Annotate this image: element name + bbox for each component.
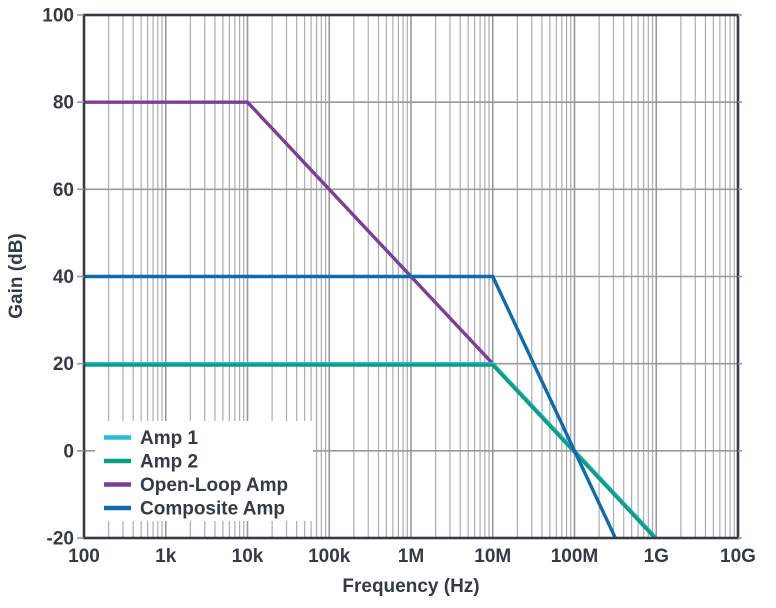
y-tick-label-20: 20 — [53, 354, 74, 375]
y-tick-label-60: 60 — [53, 180, 74, 201]
x-tick-label-10k: 10k — [232, 546, 264, 567]
legend-label-composite-amp: Composite Amp — [140, 499, 285, 520]
x-tick-label-100k: 100k — [308, 546, 351, 567]
y-tick-label-100: 100 — [42, 6, 74, 27]
y-axis-title: Gain (dB) — [6, 233, 27, 319]
tick-labels: 100 1k 10k 100k 1M 10M 100M 1G 10G -20 0 20 40 60 80 10… — [42, 6, 756, 568]
series-lines — [84, 100, 658, 538]
x-tick-label-100: 100 — [68, 546, 100, 567]
x-tick-label-10m: 10M — [474, 546, 511, 567]
series-line-composite-amp — [84, 274, 617, 538]
legend-label-open-loop-amp: Open-Loop Amp — [140, 475, 288, 496]
y-tick-label-40: 40 — [53, 267, 74, 288]
x-tick-label-100m: 100M — [551, 546, 599, 567]
x-tick-label-10g: 10G — [720, 546, 756, 567]
y-tick-label-20: -20 — [47, 529, 74, 550]
y-tick-label-80: 80 — [53, 93, 74, 114]
legend-label-amp-2: Amp 2 — [140, 452, 198, 473]
legend-label-amp-1: Amp 1 — [140, 428, 199, 449]
x-tick-label-1g: 1G — [644, 546, 669, 567]
axis-ticks — [77, 14, 742, 539]
legend-background — [95, 421, 313, 521]
x-axis-title: Frequency (Hz) — [342, 576, 479, 597]
series-line-amp-2 — [84, 363, 658, 538]
x-tick-label-1m: 1M — [398, 546, 424, 567]
y-tick-label-0: 0 — [63, 441, 74, 462]
x-tick-label-1k: 1k — [155, 546, 177, 567]
